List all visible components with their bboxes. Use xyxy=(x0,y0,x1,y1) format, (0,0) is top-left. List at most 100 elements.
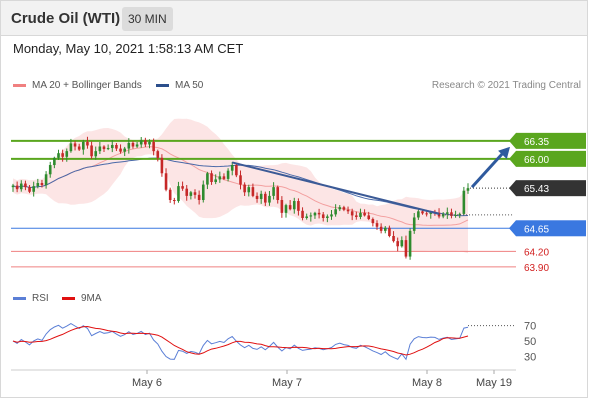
legend-9ma-label: 9MA xyxy=(81,293,102,304)
candle-body xyxy=(375,223,379,227)
candle-body xyxy=(73,143,77,147)
candle-body xyxy=(218,176,222,180)
candle-body xyxy=(69,143,73,152)
candle-body xyxy=(441,213,445,217)
candle-body xyxy=(181,186,184,189)
candle-body xyxy=(350,211,354,216)
candle-body xyxy=(235,165,238,176)
candle-body xyxy=(309,215,313,217)
candle-body xyxy=(392,236,395,242)
instrument-title: Crude Oil (WTI) xyxy=(11,10,121,27)
candle-body xyxy=(115,144,118,149)
candle-body xyxy=(272,187,275,196)
candle-body xyxy=(276,187,280,200)
level-tag-66.00 xyxy=(516,150,586,167)
legend-ma20-swatch xyxy=(13,84,26,87)
rsi-line xyxy=(12,323,469,361)
legend-9ma-swatch xyxy=(62,297,75,300)
candle-body xyxy=(280,200,284,213)
candle-body xyxy=(86,141,89,146)
interval-button[interactable]: 30 MIN xyxy=(122,7,173,31)
candle-body xyxy=(259,193,263,199)
candle-body xyxy=(123,148,126,152)
candle-body xyxy=(458,213,462,215)
candle-body xyxy=(94,151,98,157)
legend-9ma: 9MA xyxy=(62,293,102,304)
candle-body xyxy=(239,175,242,185)
candle-body xyxy=(425,213,428,215)
candle-body xyxy=(106,148,110,150)
candle-body xyxy=(201,184,205,200)
legend-rsi-label: RSI xyxy=(32,293,49,304)
candle-body xyxy=(367,215,371,220)
candle-body xyxy=(371,219,375,224)
candle-body xyxy=(185,188,189,196)
candle-body xyxy=(396,241,399,247)
candle-body xyxy=(139,140,143,145)
candle-body xyxy=(127,142,131,149)
candle-body xyxy=(144,140,147,145)
candle-body xyxy=(334,209,337,215)
x-tick-label: May 7 xyxy=(272,377,302,389)
candle-body xyxy=(404,240,408,257)
candle-body xyxy=(338,207,342,210)
candle-body xyxy=(131,142,135,147)
projection-arrow-shaft xyxy=(470,150,506,189)
candle-body xyxy=(379,226,383,231)
candle-body xyxy=(330,214,333,217)
candle-body xyxy=(450,212,453,216)
candle-body xyxy=(412,217,416,231)
trendline xyxy=(231,161,440,215)
legend-ma20: MA 20 + Bollinger Bands xyxy=(13,80,142,91)
legend-ma50-label: MA 50 xyxy=(175,80,204,91)
candle-body xyxy=(383,227,387,231)
last-price-label: 65.43 xyxy=(524,184,549,195)
candle-body xyxy=(168,189,172,200)
rsi-9ma-line xyxy=(12,325,469,356)
candle-body xyxy=(148,141,151,145)
candle-body xyxy=(173,200,176,202)
candle-body xyxy=(160,157,164,174)
candle-body xyxy=(164,173,168,190)
candle-body xyxy=(177,186,180,202)
legend-ma50: MA 50 xyxy=(156,80,203,91)
level-tag-pointer-66.35 xyxy=(509,132,516,149)
level-label-64.65: 64.65 xyxy=(524,224,549,235)
candle-body xyxy=(44,174,48,186)
legend-ma50-swatch xyxy=(156,84,169,87)
candle-body xyxy=(28,187,31,192)
candle-body xyxy=(251,187,255,196)
candle-body xyxy=(408,230,412,257)
rsi-tick-50: 50 xyxy=(524,336,536,348)
candle-body xyxy=(243,184,246,193)
level-label-66.35: 66.35 xyxy=(524,137,549,148)
candle-body xyxy=(32,186,35,192)
candle-body xyxy=(119,148,122,152)
candle-body xyxy=(417,211,420,218)
candle-body xyxy=(292,201,296,210)
chart-frame xyxy=(0,36,588,398)
candle-body xyxy=(102,146,106,150)
candle-body xyxy=(53,157,56,166)
candle-body xyxy=(255,195,259,199)
x-tick-label: May 19 xyxy=(476,377,512,389)
candle-body xyxy=(421,211,424,214)
candle-body xyxy=(462,190,466,214)
chart-header: Crude Oil (WTI) 30 MIN xyxy=(0,0,588,36)
level-label-66.00: 66.00 xyxy=(524,155,549,166)
candle-body xyxy=(454,214,457,216)
candle-body xyxy=(11,185,15,188)
candle-body xyxy=(82,141,85,150)
candle-body xyxy=(466,188,470,191)
candle-body xyxy=(297,201,300,211)
candle-body xyxy=(230,165,234,171)
candle-body xyxy=(90,145,93,157)
candle-body xyxy=(197,194,201,200)
candle-body xyxy=(355,215,358,217)
candle-body xyxy=(19,183,23,190)
candle-body xyxy=(359,212,362,217)
rsi-tick-30: 30 xyxy=(524,351,536,363)
level-label-63.90: 63.90 xyxy=(524,263,549,274)
x-tick-label: May 8 xyxy=(412,377,442,389)
